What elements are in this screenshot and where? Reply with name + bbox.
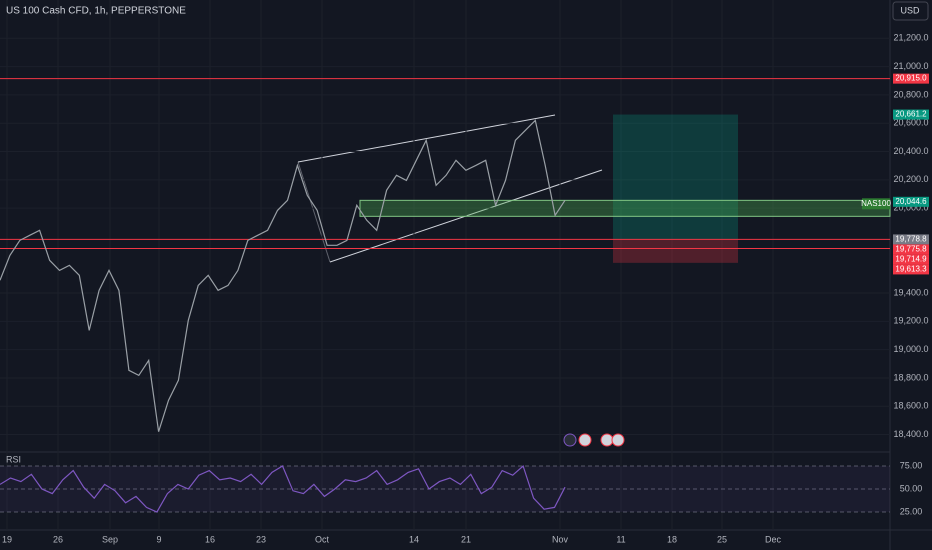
y-tick-label: 19,000.0 [893,344,928,354]
event-icon[interactable] [563,433,577,447]
y-tick-label: 18,600.0 [893,401,928,411]
y-tick-label: 18,800.0 [893,372,928,382]
y-tick-label: 25.00 [900,506,923,516]
price-label: 20,915.0 [895,74,927,83]
x-tick-label: 25 [717,534,727,544]
y-tick-label: 20,400.0 [893,146,928,156]
currency[interactable]: USD [900,5,920,15]
rsi-band [0,466,890,512]
symbol-title: US 100 Cash CFD, 1h, PEPPERSTONE [6,6,186,17]
currency-box[interactable] [892,1,929,21]
x-tick-label: Nov [552,534,569,544]
x-tick-label: 19 [2,534,12,544]
price-label-bg [893,196,929,207]
rsi-line [0,464,566,513]
position-stop [613,239,738,263]
price-label: 19,714.9 [895,255,927,264]
y-tick-label: 50.00 [900,483,923,493]
x-tick-label: Dec [765,534,782,544]
x-tick-label: Oct [315,534,330,544]
rsi-title: RSI [6,454,21,464]
y-tick-label: 21,000.0 [893,61,928,71]
y-tick-label: 20,200.0 [893,174,928,184]
channel-edge [297,161,331,263]
price-label-bg [893,244,929,255]
x-tick-label: 16 [205,534,215,544]
zone [359,199,891,217]
flag-icon[interactable] [600,433,614,447]
x-tick-label: 21 [461,534,471,544]
price-label-bg [893,73,929,84]
flag-icon[interactable] [611,433,625,447]
price-label: 19,778.8 [895,235,927,244]
x-tick-label: 14 [409,534,419,544]
y-tick-label: 20,800.0 [893,89,928,99]
flag-icon[interactable] [578,433,592,447]
y-tick-label: 75.00 [900,460,923,470]
y-tick-label: 19,400.0 [893,287,928,297]
x-tick-label: 9 [156,534,161,544]
price-label: 20,044.6 [895,197,927,206]
price-label-bg [893,109,929,120]
y-tick-label: 21,200.0 [893,33,928,43]
y-tick-label: 18,400.0 [893,429,928,439]
zone-tag [862,198,890,210]
x-tick-label: 11 [616,534,625,544]
x-tick-label: 23 [256,534,266,544]
price-label-bg [893,234,929,245]
price-label: 20,661.2 [895,110,927,119]
price-label: 19,775.8 [895,245,927,254]
x-tick-label: 18 [667,534,677,544]
x-tick-label: Sep [102,534,118,544]
position-target [613,114,738,240]
price-label-bg [893,264,929,275]
x-tick-label: 26 [53,534,63,544]
price-label: 19,613.3 [895,265,927,274]
price-label-bg [893,254,929,265]
price-line [0,119,566,432]
y-tick-label: 20,600.0 [893,118,928,128]
y-tick-label: 20,000.0 [893,202,928,212]
y-tick-label: 19,200.0 [893,316,928,326]
zone-label: NAS100 [861,199,891,208]
